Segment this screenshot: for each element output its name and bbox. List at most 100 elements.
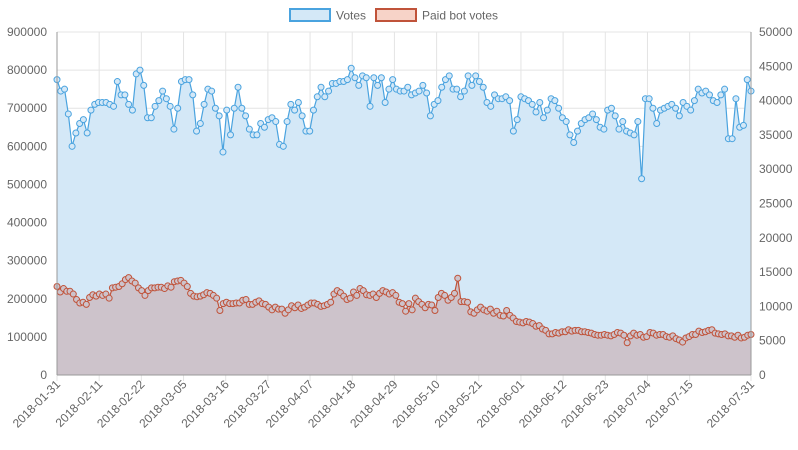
paid-bot-votes-point[interactable] xyxy=(454,274,462,282)
votes-point[interactable] xyxy=(634,118,642,126)
votes-point[interactable] xyxy=(479,83,487,91)
paid-bot-votes-point[interactable] xyxy=(499,312,507,320)
paid-bot-votes-point[interactable] xyxy=(141,291,149,299)
votes-point[interactable] xyxy=(208,87,216,95)
votes-point[interactable] xyxy=(370,74,378,82)
votes-point[interactable] xyxy=(317,83,325,91)
votes-point[interactable] xyxy=(619,118,627,126)
votes-point[interactable] xyxy=(717,91,725,99)
votes-point[interactable] xyxy=(675,112,683,120)
paid-bot-votes-point[interactable] xyxy=(398,300,406,308)
votes-point[interactable] xyxy=(287,100,295,108)
votes-point[interactable] xyxy=(460,87,468,95)
votes-point[interactable] xyxy=(607,104,615,112)
votes-point[interactable] xyxy=(721,85,729,93)
votes-point[interactable] xyxy=(385,85,393,93)
votes-point[interactable] xyxy=(189,91,197,99)
votes-point[interactable] xyxy=(638,175,646,183)
votes-point[interactable] xyxy=(162,95,170,103)
votes-point[interactable] xyxy=(325,87,333,95)
votes-point[interactable] xyxy=(509,127,517,135)
votes-point[interactable] xyxy=(196,119,204,127)
votes-point[interactable] xyxy=(589,110,597,118)
votes-point[interactable] xyxy=(347,64,355,72)
votes-point[interactable] xyxy=(72,129,80,137)
votes-point[interactable] xyxy=(238,104,246,112)
votes-point[interactable] xyxy=(170,125,178,133)
paid-bot-votes-point[interactable] xyxy=(405,300,413,308)
votes-point[interactable] xyxy=(713,99,721,107)
votes-point[interactable] xyxy=(423,89,431,97)
votes-point[interactable] xyxy=(355,81,363,89)
votes-point[interactable] xyxy=(125,100,133,108)
votes-point[interactable] xyxy=(260,123,268,131)
votes-point[interactable] xyxy=(743,76,751,84)
votes-point[interactable] xyxy=(543,106,551,114)
votes-point[interactable] xyxy=(732,95,740,103)
votes-point[interactable] xyxy=(426,112,434,120)
votes-point[interactable] xyxy=(653,119,661,127)
paid-bot-votes-point[interactable] xyxy=(402,307,410,315)
legend[interactable]: Votes Paid bot votes xyxy=(289,8,498,23)
votes-point[interactable] xyxy=(174,104,182,112)
votes-point[interactable] xyxy=(645,95,653,103)
votes-point[interactable] xyxy=(551,97,559,105)
votes-point[interactable] xyxy=(528,100,536,108)
votes-point[interactable] xyxy=(513,116,521,124)
votes-point[interactable] xyxy=(445,72,453,80)
votes-point[interactable] xyxy=(536,99,544,107)
votes-point[interactable] xyxy=(283,118,291,126)
votes-point[interactable] xyxy=(457,93,465,101)
votes-point[interactable] xyxy=(351,74,359,82)
votes-point[interactable] xyxy=(121,91,129,99)
legend-label-votes[interactable]: Votes xyxy=(336,9,366,23)
votes-point[interactable] xyxy=(555,104,563,112)
paid-bot-votes-point[interactable] xyxy=(216,307,224,315)
votes-point[interactable] xyxy=(389,76,397,84)
votes-point[interactable] xyxy=(532,108,540,116)
votes-point[interactable] xyxy=(230,104,238,112)
paid-bot-votes-point[interactable] xyxy=(408,306,416,314)
votes-point[interactable] xyxy=(87,106,95,114)
votes-point[interactable] xyxy=(475,78,483,86)
votes-point[interactable] xyxy=(611,112,619,120)
votes-point[interactable] xyxy=(592,116,600,124)
votes-point[interactable] xyxy=(377,74,385,82)
votes-point[interactable] xyxy=(649,104,657,112)
votes-point[interactable] xyxy=(706,91,714,99)
votes-point[interactable] xyxy=(313,93,321,101)
votes-point[interactable] xyxy=(728,135,736,143)
paid-bot-votes-point[interactable] xyxy=(441,291,449,299)
votes-point[interactable] xyxy=(453,85,461,93)
votes-point[interactable] xyxy=(155,97,163,105)
votes-point[interactable] xyxy=(600,125,608,133)
votes-point[interactable] xyxy=(506,97,514,105)
votes-point[interactable] xyxy=(309,106,317,114)
paid-bot-votes-point[interactable] xyxy=(464,298,472,306)
votes-point[interactable] xyxy=(193,127,201,135)
paid-bot-votes-point[interactable] xyxy=(451,289,458,297)
votes-point[interactable] xyxy=(630,131,638,139)
votes-point[interactable] xyxy=(147,114,155,122)
votes-point[interactable] xyxy=(321,93,329,101)
paid-bot-votes-point[interactable] xyxy=(327,298,335,306)
votes-point[interactable] xyxy=(113,78,121,86)
votes-point[interactable] xyxy=(200,100,208,108)
paid-bot-votes-point[interactable] xyxy=(428,301,436,309)
votes-point[interactable] xyxy=(294,99,302,107)
votes-point[interactable] xyxy=(434,97,442,105)
legend-swatch-votes[interactable] xyxy=(289,8,331,22)
legend-label-paid-bot-votes[interactable]: Paid bot votes xyxy=(422,9,498,23)
votes-point[interactable] xyxy=(83,129,91,137)
votes-point[interactable] xyxy=(242,112,250,120)
votes-point[interactable] xyxy=(215,112,223,120)
legend-swatch-paid-bot-votes[interactable] xyxy=(375,8,417,22)
votes-point[interactable] xyxy=(306,127,314,135)
votes-point[interactable] xyxy=(464,72,472,80)
paid-bot-votes-point[interactable] xyxy=(213,294,221,302)
votes-point[interactable] xyxy=(68,142,76,150)
votes-point[interactable] xyxy=(739,121,747,129)
votes-point[interactable] xyxy=(362,74,370,82)
votes-point[interactable] xyxy=(140,81,148,89)
paid-bot-votes-point[interactable] xyxy=(353,291,361,299)
